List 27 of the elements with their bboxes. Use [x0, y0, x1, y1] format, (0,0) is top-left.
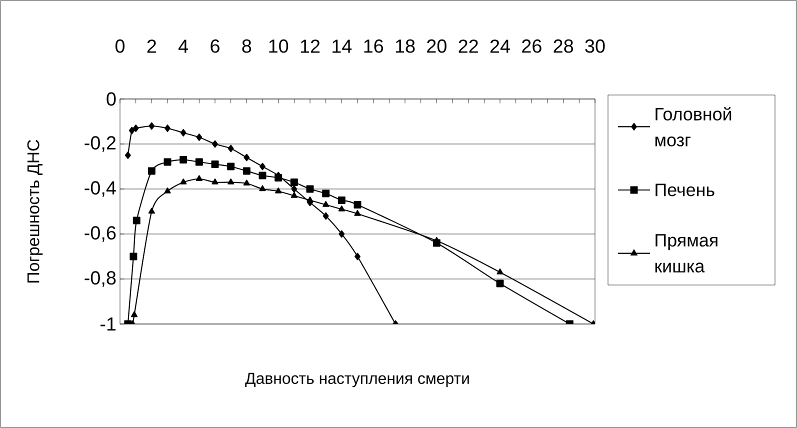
x-tick-label: 0 [115, 39, 125, 53]
y-tick-label: 0 [106, 92, 116, 106]
y-axis-title: Погрешность ДНС [27, 140, 43, 282]
x-tick-label: 28 [554, 39, 574, 53]
legend-label: Прямая кишка [655, 234, 718, 273]
x-tick-label: 10 [269, 39, 288, 53]
x-axis-title: Давность наступления смерти [245, 372, 469, 388]
legend-label: Головной мозг [655, 107, 732, 146]
y-tick-label: -0,2 [84, 136, 116, 152]
x-tick-label: 4 [178, 40, 188, 53]
x-tick-label: 6 [210, 39, 220, 53]
y-tick-label: -0,6 [84, 226, 116, 242]
x-tick-label: 16 [364, 39, 384, 53]
x-tick-label: 20 [427, 39, 446, 53]
x-tick-label: 2 [147, 40, 156, 53]
x-tick-label: 24 [490, 40, 510, 53]
x-tick-label: 12 [300, 40, 320, 53]
x-tick-label: 18 [396, 39, 415, 53]
x-tick-label: 26 [522, 39, 542, 53]
x-tick-label: 14 [332, 40, 352, 53]
y-tick-label: -1 [100, 317, 116, 331]
y-tick-label: -0,8 [84, 271, 116, 287]
legend-label: Печень [656, 184, 714, 196]
x-tick-label: 30 [585, 39, 605, 53]
x-tick-label: 8 [242, 39, 252, 53]
y-tick-label: -0,4 [84, 181, 116, 197]
x-tick-label: 22 [458, 40, 478, 53]
